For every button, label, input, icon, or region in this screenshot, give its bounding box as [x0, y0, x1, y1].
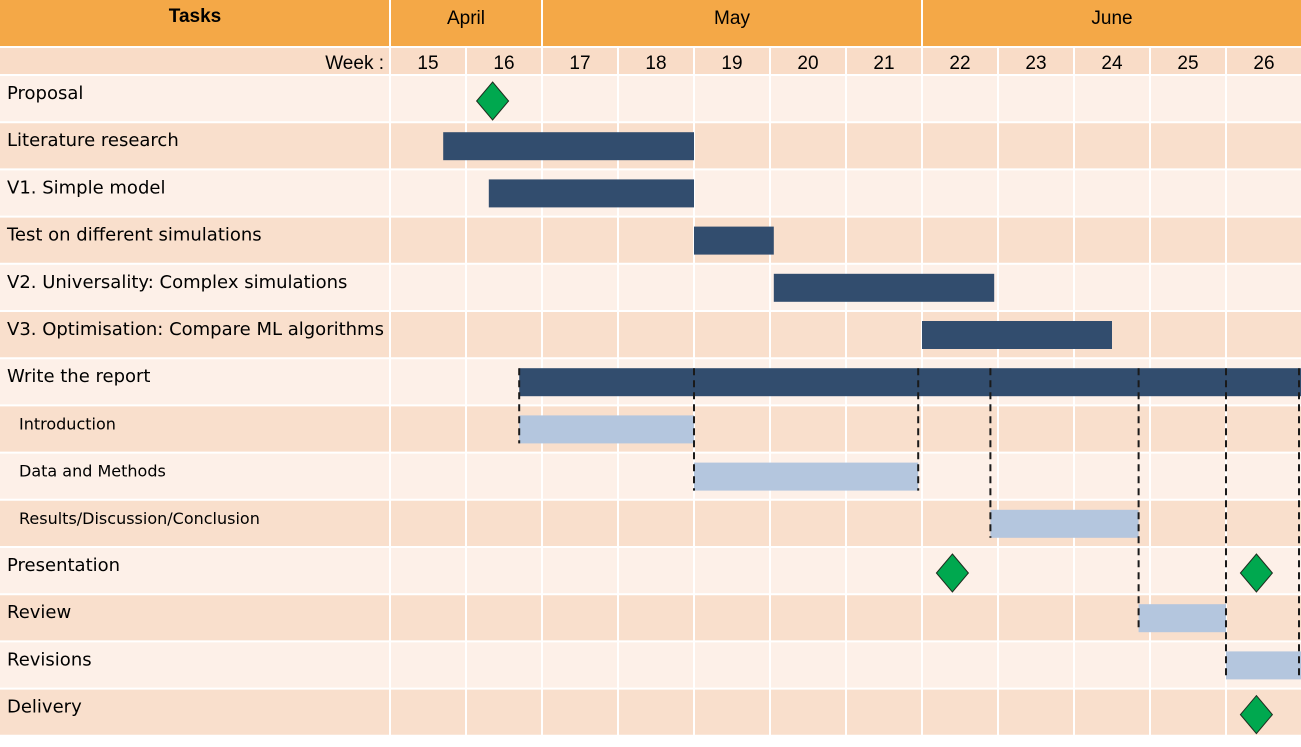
week-number-20: 20	[797, 53, 818, 74]
task-bars	[443, 132, 1301, 680]
task-row-background	[0, 547, 1301, 595]
task-row-background	[0, 594, 1301, 642]
task-label: Presentation	[7, 555, 120, 576]
week-numbers: 15 16 17 18 19 20 21 22 23 24 25 26	[417, 53, 1274, 74]
task-label: Proposal	[7, 83, 83, 104]
week-number-22: 22	[949, 53, 970, 74]
week-row-background	[0, 48, 1301, 75]
milestone-diamond	[935, 553, 970, 593]
task-bar	[519, 415, 694, 444]
task-label: Revisions	[7, 649, 92, 670]
task-bar	[519, 368, 1301, 397]
task-label: V3. Optimisation: Compare ML algorithms	[7, 319, 384, 340]
month-label-april: April	[447, 8, 485, 29]
week-number-21: 21	[873, 53, 894, 74]
week-number-17: 17	[569, 53, 590, 74]
task-labels: Proposal Literature research V1. Simple mo…	[6, 83, 384, 718]
dependency-lines	[518, 368, 1300, 680]
task-bar	[1226, 651, 1301, 680]
task-label: Data and Methods	[19, 462, 166, 481]
task-row-background	[0, 688, 1301, 736]
week-number-19: 19	[721, 53, 742, 74]
task-label: V1. Simple model	[7, 177, 165, 198]
task-label: Write the report	[7, 366, 150, 387]
week-row-label: Week :	[325, 53, 384, 74]
milestone-diamond	[1239, 694, 1274, 735]
task-bar	[488, 179, 694, 208]
task-label: Test on different simulations	[6, 225, 262, 246]
task-label: Delivery	[7, 697, 82, 718]
header-background	[0, 0, 1301, 46]
milestone-diamond	[475, 81, 510, 121]
chart-header: Tasks Week : April May June 15 16 17 18 19 20 21…	[0, 0, 1301, 75]
week-number-18: 18	[645, 53, 666, 74]
month-label-june: June	[1091, 8, 1132, 29]
task-bar	[443, 132, 694, 161]
milestone-diamond	[1239, 553, 1274, 593]
week-number-16: 16	[493, 53, 514, 74]
week-number-23: 23	[1025, 53, 1046, 74]
task-row-background	[0, 263, 1301, 311]
tasks-column-header: Tasks	[169, 6, 221, 27]
task-label: Introduction	[19, 414, 116, 433]
month-label-may: May	[714, 8, 750, 29]
milestones	[475, 81, 1274, 735]
task-row-background	[0, 216, 1301, 264]
week-number-25: 25	[1177, 53, 1198, 74]
week-number-15: 15	[417, 53, 438, 74]
task-label: Review	[7, 602, 71, 623]
task-row-background	[0, 452, 1301, 500]
week-number-26: 26	[1253, 53, 1274, 74]
task-bar	[990, 509, 1139, 538]
task-label: Literature research	[7, 130, 179, 151]
task-row-background	[0, 75, 1301, 123]
task-bar	[1138, 604, 1226, 633]
task-row-background	[0, 641, 1301, 689]
task-bar	[773, 273, 995, 302]
task-bar	[922, 321, 1112, 349]
task-bar	[694, 226, 774, 255]
row-backgrounds	[0, 75, 1301, 736]
task-label: Results/Discussion/Conclusion	[19, 509, 260, 528]
week-number-24: 24	[1101, 53, 1123, 74]
task-label: V2. Universality: Complex simulations	[7, 272, 347, 293]
task-bar	[694, 462, 919, 491]
